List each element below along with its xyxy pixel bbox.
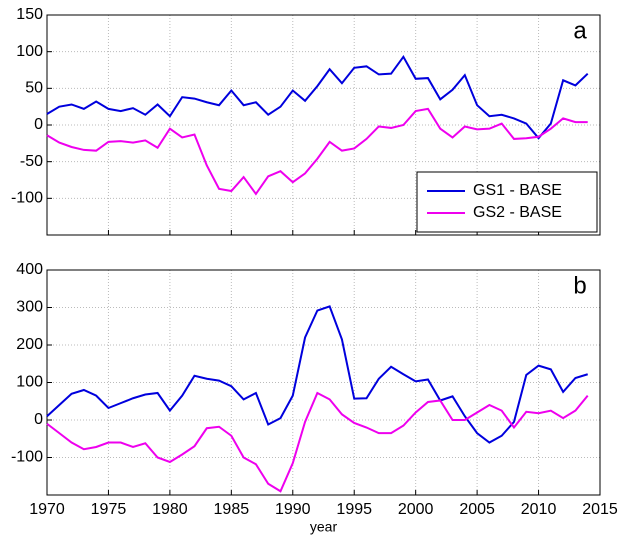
series-line (46, 305, 589, 444)
panel-label: a (573, 17, 587, 44)
legend-label: GS2 - BASE (473, 204, 562, 221)
y-tick-label: 100 (16, 374, 43, 391)
y-tick-label: 0 (34, 116, 43, 133)
x-tick-label: 1990 (275, 501, 311, 518)
x-tick-label: 1995 (336, 501, 372, 518)
x-tick-label: 2015 (582, 501, 618, 518)
y-tick-label: -100 (11, 449, 43, 466)
x-axis-label: year (310, 519, 338, 535)
series-line (46, 54, 589, 140)
y-tick-label: 150 (16, 6, 43, 23)
y-tick-label: 100 (16, 43, 43, 60)
y-tick-label: 200 (16, 336, 43, 353)
legend: GS1 - BASE GS2 - BASE (416, 171, 598, 233)
legend-label: GS1 - BASE (473, 182, 562, 199)
y-tick-label: -50 (20, 153, 43, 170)
y-tick-label: 400 (16, 261, 43, 278)
series-line (46, 107, 588, 196)
y-tick-label: 300 (16, 299, 43, 316)
x-tick-label: 2005 (459, 501, 495, 518)
x-tick-label: 1985 (214, 501, 250, 518)
series-line (46, 391, 589, 493)
x-tick-label: 1975 (91, 501, 127, 518)
legend-box (416, 171, 598, 233)
y-tick-label: 50 (25, 80, 43, 97)
y-tick-label: 0 (34, 411, 43, 428)
plot-frame (46, 14, 601, 236)
x-tick-label: 1980 (152, 501, 188, 518)
y-tick-label: -100 (11, 190, 43, 207)
x-tick-label: 1970 (29, 501, 65, 518)
plot-frame (46, 269, 601, 496)
x-tick-label: 2000 (398, 501, 434, 518)
x-tick-label: 2010 (521, 501, 557, 518)
panel-label: b (573, 272, 586, 299)
